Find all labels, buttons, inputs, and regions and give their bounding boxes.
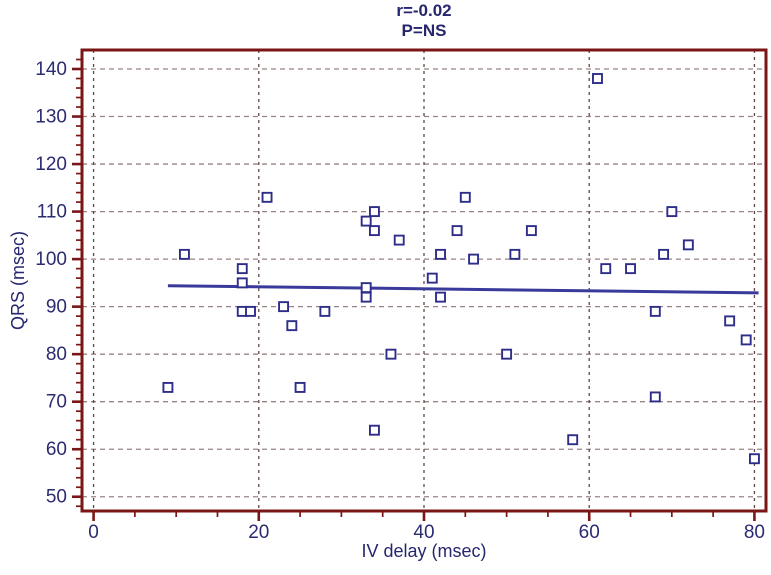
scatter-point — [178, 248, 190, 260]
scatter-point — [748, 453, 760, 465]
chart-title-significance: P=NS — [401, 21, 447, 40]
scatter-point — [451, 225, 463, 237]
scatter-point — [368, 225, 380, 237]
chart-title-correlation: r=-0.02 — [396, 1, 452, 20]
scatter-point — [468, 253, 480, 265]
y-tick-label: 80 — [46, 344, 67, 365]
scatter-point — [649, 391, 661, 403]
scatter-point — [360, 282, 372, 294]
scatter-point — [368, 206, 380, 218]
scatter-point — [162, 381, 174, 393]
scatter-point — [278, 301, 290, 313]
plot-frame — [80, 48, 768, 513]
scatter-point — [360, 291, 372, 303]
scatter-point — [501, 348, 513, 360]
scatter-point — [600, 263, 612, 275]
y-tick-label: 130 — [35, 107, 67, 128]
scatter-point — [385, 348, 397, 360]
scatter-point — [360, 215, 372, 227]
y-axis-label-box: QRS (msec) — [0, 50, 36, 511]
scatter-point — [294, 381, 306, 393]
scatter-point — [525, 225, 537, 237]
x-axis-label: IV delay (msec) — [361, 541, 487, 561]
scatter-point — [286, 320, 298, 332]
scatter-point — [682, 239, 694, 251]
scatter-point — [567, 434, 579, 446]
x-tick-label: 0 — [88, 522, 99, 543]
y-tick-label: 140 — [35, 59, 67, 80]
scatter-point — [740, 334, 752, 346]
scatter-point — [319, 305, 331, 317]
scatter-point — [261, 191, 273, 203]
scatter-point — [393, 234, 405, 246]
y-tick-label: 100 — [35, 249, 67, 270]
trend-line — [167, 284, 759, 295]
y-axis-label: QRS (msec) — [7, 231, 28, 330]
y-tick-label: 60 — [46, 439, 67, 460]
x-tick-label: 80 — [744, 522, 765, 543]
scatter-point — [625, 263, 636, 275]
y-tick-label: 110 — [37, 202, 67, 223]
scatter-point — [509, 248, 521, 260]
scatter-point — [592, 73, 603, 84]
scatter-point — [459, 191, 471, 203]
x-tick-label: 40 — [413, 522, 434, 543]
y-tick-label: 90 — [46, 297, 67, 318]
scatter-point — [435, 291, 446, 303]
scatter-point — [426, 272, 438, 284]
scatter-point — [724, 315, 736, 327]
scatter-point — [649, 305, 661, 317]
scatter-point — [435, 248, 446, 260]
scatter-point — [666, 206, 678, 218]
x-tick-label: 60 — [579, 522, 600, 543]
scatter-point — [236, 263, 248, 275]
scatter-point — [236, 277, 248, 289]
x-tick-label: 20 — [248, 522, 269, 543]
y-tick-label: 50 — [46, 487, 67, 508]
y-tick-label: 70 — [46, 392, 67, 413]
scatter-point — [245, 305, 256, 317]
scatter-point — [368, 424, 380, 436]
scatter-point — [658, 248, 670, 260]
y-tick-label: 120 — [35, 154, 67, 175]
